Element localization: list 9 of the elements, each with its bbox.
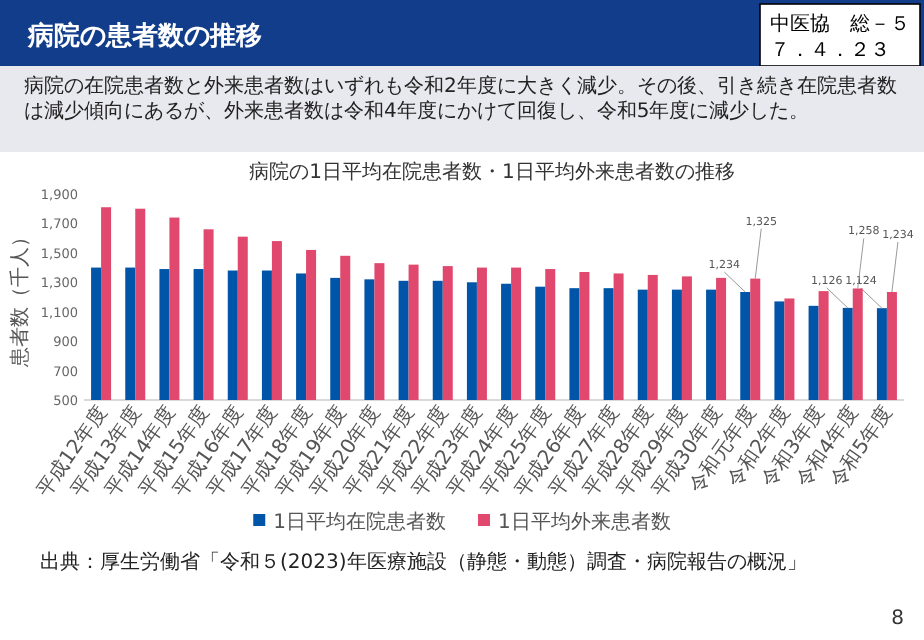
text: 8 <box>891 608 904 630</box>
chart-subtitle: 病院の在院患者数と外来患者数はいずれも令和2年度に大きく減少。その後、引き続き在院患者数は減少傾向にあるが、外来患者数は令和4年度にかけて回復し、令和5年度に減少した。 <box>24 74 897 123</box>
y-axis-title: 患者数（千人） <box>8 227 32 369</box>
source-note: 出典：厚生労働省「令和５(2023)年医療施設（静態・動態）調査・病院報告の概況」 <box>40 550 807 574</box>
legend-label: 1日平均外来患者数 <box>498 510 671 534</box>
legend-label: 1日平均在院患者数 <box>273 510 446 534</box>
stamp: 中医協 総－５ ７．４．２３ <box>759 3 921 67</box>
chart-title: 病院の1日平均在院患者数・1日平均外来患者数の推移 <box>249 160 735 184</box>
text: 病院の患者数の推移 <box>26 20 262 52</box>
